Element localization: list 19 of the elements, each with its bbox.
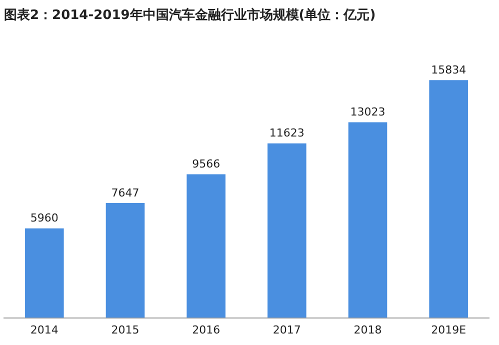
data-label: 9566 xyxy=(192,158,220,171)
bar xyxy=(106,203,145,318)
data-label: 5960 xyxy=(30,212,58,225)
x-tick-label: 2016 xyxy=(192,323,220,336)
data-label: 11623 xyxy=(269,126,304,140)
bar xyxy=(268,143,306,318)
bar xyxy=(348,122,388,318)
x-tick-label: 2017 xyxy=(272,323,301,336)
chart-title: 图表2：2014-2019年中国汽车金融行业市场规模(单位：亿元) xyxy=(4,7,376,24)
bar xyxy=(25,228,64,318)
data-label: 7647 xyxy=(111,186,140,200)
data-label: 15834 xyxy=(431,63,466,76)
x-tick-label: 2018 xyxy=(354,323,382,336)
x-tick-label: 2015 xyxy=(111,323,140,336)
x-tick-label: 2019E xyxy=(431,323,466,336)
bar xyxy=(186,174,226,318)
x-tick-label: 2014 xyxy=(30,323,58,336)
bar xyxy=(429,80,468,318)
data-label: 13023 xyxy=(350,106,386,119)
